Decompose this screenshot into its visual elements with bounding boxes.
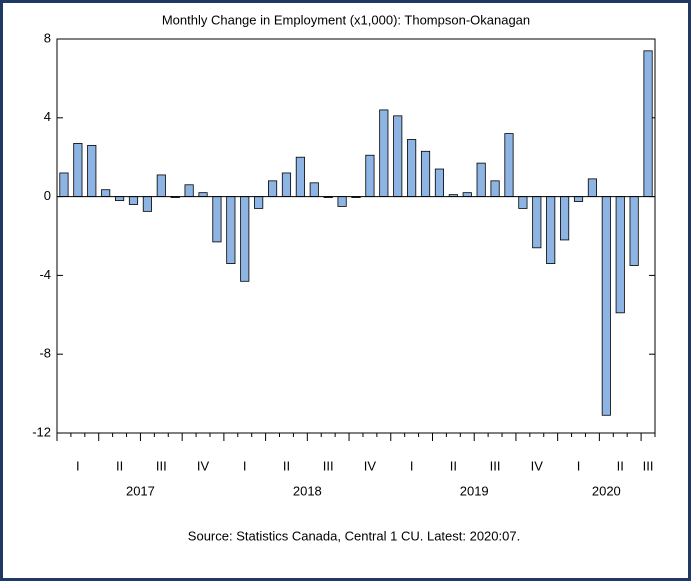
- bar: [629, 196, 639, 266]
- bar: [504, 133, 514, 197]
- bar: [490, 180, 500, 197]
- bar: [73, 143, 83, 198]
- bar: [407, 139, 417, 198]
- bar: [295, 156, 305, 197]
- x-tick-label: III: [156, 458, 167, 473]
- year-label: 2019: [460, 483, 489, 498]
- bar: [281, 172, 292, 198]
- x-tick-label: II: [283, 458, 290, 473]
- bar: [615, 196, 625, 314]
- bar: [128, 196, 139, 205]
- y-tick-label: -8: [39, 346, 51, 361]
- x-tick-label: III: [643, 458, 654, 473]
- y-tick-label: 4: [44, 109, 51, 124]
- x-tick-label: II: [116, 458, 123, 473]
- x-tick-label: III: [490, 458, 501, 473]
- bar: [87, 144, 97, 198]
- bar: [434, 168, 445, 198]
- bar: [101, 189, 111, 198]
- bar: [643, 50, 653, 197]
- bar: [142, 196, 152, 212]
- x-tick-label: IV: [197, 458, 210, 473]
- bar: [59, 172, 69, 198]
- x-tick-label: I: [243, 458, 247, 473]
- bar: [254, 196, 264, 209]
- year-label: 2018: [293, 483, 322, 498]
- bar: [267, 180, 278, 197]
- x-tick-label: I: [76, 458, 80, 473]
- x-tick-label: II: [450, 458, 457, 473]
- bar: [601, 196, 611, 416]
- bar: [476, 162, 486, 198]
- y-tick-label: 0: [44, 188, 51, 203]
- bar: [393, 115, 403, 197]
- bar: [226, 196, 236, 264]
- bar: [309, 182, 319, 197]
- chart-title: Monthly Change in Employment (x1,000): T…: [162, 12, 530, 27]
- x-tick-label: IV: [531, 458, 544, 473]
- bar: [587, 178, 597, 197]
- bar: [532, 196, 542, 249]
- bar: [184, 184, 194, 197]
- plot-frame: [56, 38, 656, 434]
- bar: [379, 109, 389, 197]
- y-tick-label: -12: [32, 424, 51, 439]
- source-note: Source: Statistics Canada, Central 1 CU.…: [188, 528, 520, 543]
- bar: [573, 196, 584, 202]
- bar: [546, 196, 556, 264]
- bar: [156, 174, 166, 197]
- x-tick-label: IV: [364, 458, 377, 473]
- x-tick-label: II: [617, 458, 624, 473]
- x-tick-label: I: [577, 458, 581, 473]
- year-label: 2017: [126, 483, 155, 498]
- bar: [198, 192, 208, 198]
- year-label: 2020: [592, 483, 621, 498]
- bar: [240, 196, 250, 282]
- bar: [518, 196, 528, 209]
- bar: [365, 154, 375, 197]
- bar: [115, 196, 125, 201]
- bar: [212, 196, 222, 243]
- x-tick-label: I: [410, 458, 414, 473]
- x-tick-label: III: [323, 458, 334, 473]
- bar: [420, 150, 431, 197]
- bar: [560, 196, 570, 241]
- y-tick-label: 8: [44, 30, 51, 45]
- bar: [337, 196, 347, 207]
- bar: [462, 192, 472, 198]
- y-tick-label: -4: [39, 267, 51, 282]
